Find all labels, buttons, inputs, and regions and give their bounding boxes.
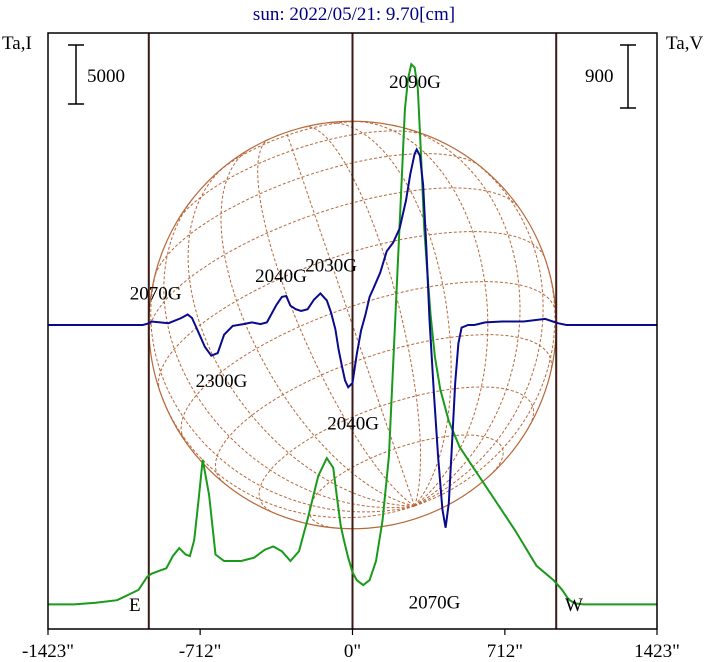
annotation-label: 2070G — [130, 283, 182, 304]
chart-title: sun: 2022/05/21: 9.70[cm] — [253, 4, 455, 25]
x-axis: -1423" -712" 0" 712" 1423" — [22, 629, 680, 662]
parallel-line — [148, 187, 520, 335]
meridian-line — [402, 127, 521, 507]
right-scale-label: 900 — [585, 66, 614, 87]
meridian-line — [304, 126, 421, 507]
limb-label-east: E — [129, 595, 141, 616]
left-scale-bar — [68, 44, 84, 105]
meridian-line — [150, 265, 415, 513]
meridian-line — [187, 167, 415, 507]
left-scale-label: 5000 — [87, 66, 125, 87]
x-tick-label: -1423" — [22, 641, 74, 662]
annotation-label: 2300G — [196, 371, 248, 392]
parallel-line — [214, 334, 553, 484]
limb-label-west: W — [565, 595, 583, 616]
x-tick-label: 1423" — [634, 641, 680, 662]
y-axis-right-label: Ta,V — [666, 33, 703, 54]
parallel-line — [177, 130, 427, 221]
meridian-line — [358, 121, 489, 507]
meridian-line — [286, 132, 415, 507]
meridian-line — [159, 390, 415, 519]
meridian-line — [414, 158, 544, 507]
annotation-label: 2040G — [327, 413, 379, 434]
series-line-polarization — [48, 147, 657, 528]
meridian-line — [414, 258, 556, 507]
right-scale-bar — [620, 44, 636, 109]
x-tick-label: 712" — [487, 641, 523, 662]
x-tick-label: -712" — [179, 641, 222, 662]
meridian-line — [257, 138, 415, 507]
annotation-label: 2040G — [255, 266, 307, 287]
annotation-label: 2070G — [409, 592, 461, 613]
reference-lines — [147, 33, 558, 629]
annotation-label: 2090G — [389, 72, 441, 93]
x-tick-label: 0" — [344, 641, 361, 662]
y-axis-left-label: Ta,I — [2, 33, 32, 54]
annotation-label: 2030G — [305, 255, 357, 276]
series-line-intensity — [48, 62, 657, 606]
